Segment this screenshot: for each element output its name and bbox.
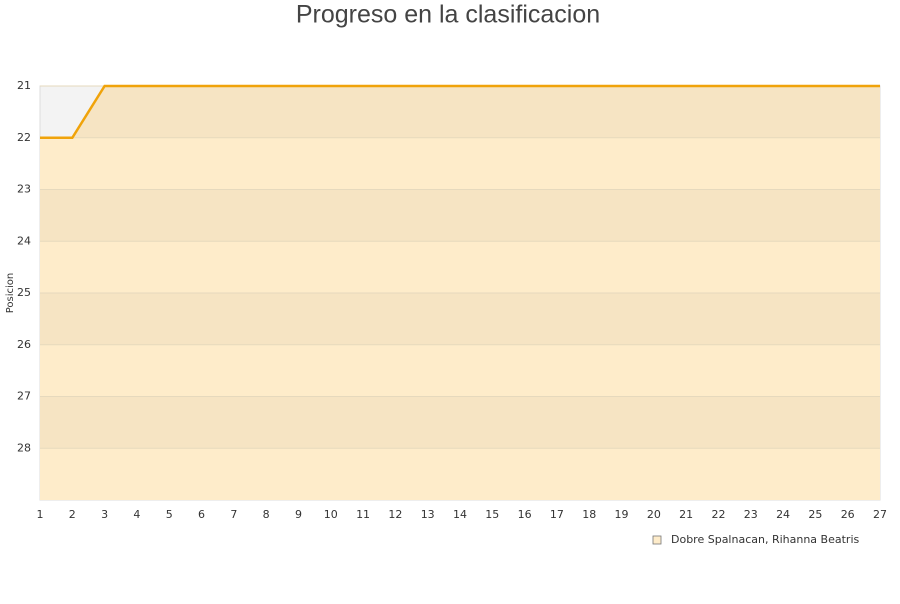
band [40, 448, 880, 500]
y-tick-label: 28 [17, 441, 31, 454]
y-tick-label: 25 [17, 286, 31, 299]
y-axis-label: Posicion [5, 273, 16, 314]
x-tick-label: 3 [101, 508, 108, 521]
x-tick-label: 11 [356, 508, 370, 521]
x-tick-label: 9 [295, 508, 302, 521]
x-tick-label: 16 [518, 508, 532, 521]
x-tick-label: 1 [37, 508, 44, 521]
line [40, 84, 880, 139]
x-tick-label: 12 [388, 508, 402, 521]
y-tick-label: 22 [17, 131, 31, 144]
x-tick-label: 20 [647, 508, 661, 521]
x-tick-label: 14 [453, 508, 467, 521]
x-tick-label: 25 [808, 508, 822, 521]
band [40, 189, 880, 242]
legend-label: Dobre Spalnacan, Rihanna Beatris [671, 533, 859, 546]
x-tick-label: 4 [133, 508, 140, 521]
x-tick-label: 19 [615, 508, 629, 521]
x-tick-label: 23 [744, 508, 758, 521]
x-tick-label: 17 [550, 508, 564, 521]
x-tick-label: 10 [324, 508, 338, 521]
x-tick-label: 18 [582, 508, 596, 521]
band [40, 86, 880, 138]
legend-swatch [652, 535, 662, 545]
band [40, 396, 880, 449]
x-tick-label: 24 [776, 508, 790, 521]
x-tick-label: 21 [679, 508, 693, 521]
x-tick-label: 13 [421, 508, 435, 521]
y-tick-label: 21 [17, 79, 31, 92]
band [40, 137, 880, 190]
x-tick-label: 8 [263, 508, 270, 521]
x-tick-label: 26 [841, 508, 855, 521]
x-tick-label: 7 [230, 508, 237, 521]
x-tick-label: 6 [198, 508, 205, 521]
band [40, 344, 880, 397]
y-tick-label: 24 [17, 234, 31, 247]
x-tick-label: 5 [166, 508, 173, 521]
y-tick-label: 26 [17, 338, 31, 351]
band [40, 293, 880, 345]
chart-title: Progreso en la clasificacion [296, 1, 600, 29]
band [40, 241, 880, 293]
x-tick-label: 15 [485, 508, 499, 521]
y-tick-label: 23 [17, 183, 31, 196]
y-tick-label: 27 [17, 390, 31, 403]
x-tick-label: 2 [69, 508, 76, 521]
x-tick-label: 22 [711, 508, 725, 521]
x-tick-label: 27 [873, 508, 887, 521]
